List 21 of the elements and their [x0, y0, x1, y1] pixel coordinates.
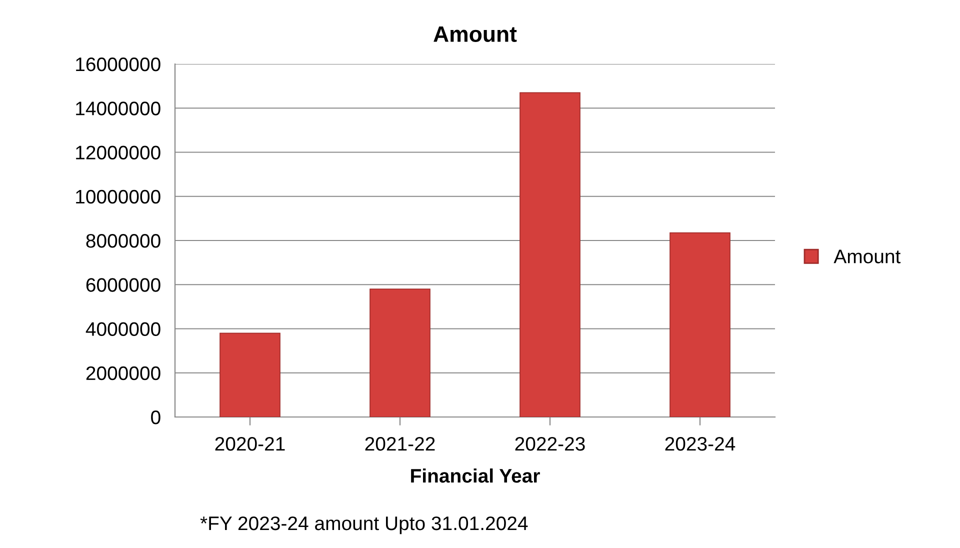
- text: *FY 2023-24 amount Upto 31.01.2024: [200, 516, 528, 534]
- y-tick-label: 4000000: [86, 322, 160, 336]
- bar: [670, 232, 730, 417]
- y-tick-label: 12000000: [76, 146, 160, 160]
- y-tick-label: 16000000: [76, 57, 160, 72]
- x-tick-label: 2022-23: [515, 436, 585, 451]
- x-tick-label: 2021-22: [365, 436, 435, 451]
- x-tick-label: 2020-21: [215, 436, 285, 451]
- bar: [220, 332, 280, 417]
- legend-label: Amount: [834, 250, 901, 264]
- y-tick-label: 14000000: [76, 102, 160, 116]
- y-tick-label: 0: [151, 410, 160, 424]
- y-tick-label: 2000000: [86, 366, 160, 380]
- bar: [520, 92, 580, 417]
- x-axis-title: Financial Year: [411, 468, 540, 483]
- x-tick-label: 2023-24: [665, 436, 736, 451]
- y-tick-label: 6000000: [86, 278, 160, 292]
- y-tick-label: 10000000: [76, 190, 160, 204]
- bar: [370, 288, 430, 417]
- chart-title: Amount: [434, 26, 517, 42]
- y-tick-label: 8000000: [86, 234, 160, 248]
